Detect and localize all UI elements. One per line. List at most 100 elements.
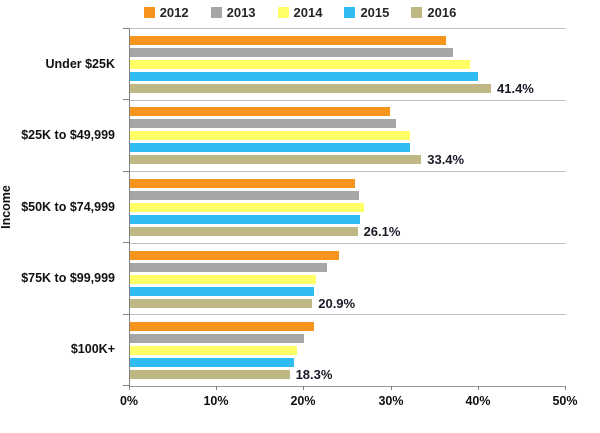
y-axis-tick (123, 171, 129, 172)
legend-item-2012: 2012 (143, 5, 189, 20)
bar-2015 (130, 71, 478, 81)
x-axis-tick-label: 10% (203, 394, 229, 408)
bar-2015 (130, 143, 410, 153)
bar-group: 18.3% (130, 315, 566, 386)
bar-row (130, 119, 566, 129)
bar-row: 20.9% (130, 295, 566, 311)
bar-2016 (130, 83, 491, 93)
bar-2016 (130, 155, 422, 165)
data-label: 26.1% (363, 223, 401, 239)
bar-group: 33.4% (130, 101, 566, 173)
bar-group: 26.1% (130, 172, 566, 244)
legend-swatch-icon (143, 6, 155, 18)
category-label: $50K to $74,999 (21, 199, 115, 214)
bar-row (130, 190, 566, 200)
bar-row (130, 262, 566, 272)
bar-row: 41.4% (130, 80, 566, 96)
bar-2014 (130, 59, 471, 69)
category-label: $25K to $49,999 (21, 128, 115, 143)
legend-item-2015: 2015 (344, 5, 389, 20)
x-axis-tick-label: 30% (378, 394, 404, 408)
legend-swatch-icon (210, 6, 222, 18)
category-axis-labels: Under $25K $25K to $49,999 $50K to $74,999… (0, 28, 122, 385)
y-axis-tick (123, 242, 129, 243)
y-axis-tick (123, 385, 129, 386)
legend-item-2014: 2014 (277, 4, 323, 20)
x-axis-tick-label: 40% (465, 394, 491, 408)
legend-label: 2015 (360, 4, 390, 20)
bar-row (130, 143, 566, 153)
bar-2016 (130, 226, 358, 236)
data-label: 20.9% (318, 295, 356, 311)
bar-2016 (130, 370, 290, 380)
plot-area: 41.4% 33.4% 26.1% 20.9% 18.3% (129, 28, 566, 387)
legend-swatch-icon (277, 6, 289, 18)
y-axis-tick (123, 99, 129, 100)
legend-swatch-icon (411, 6, 423, 18)
bar-2012 (130, 107, 390, 117)
bar-2013 (130, 47, 453, 57)
bar-2013 (130, 334, 304, 344)
bar-row (130, 274, 566, 284)
bar-row (130, 35, 566, 45)
category-label: Under $25K (45, 56, 115, 71)
bar-2014 (130, 274, 316, 284)
bar-row (130, 346, 566, 356)
bar-2014 (130, 131, 410, 141)
legend-item-2013: 2013 (210, 4, 256, 20)
bar-row (130, 47, 566, 57)
legend-label: 2014 (293, 4, 323, 20)
x-axis-tick-label: 20% (290, 394, 316, 408)
data-label: 41.4% (497, 80, 534, 96)
category-label: $75K to $99,999 (21, 270, 115, 285)
bar-2015 (130, 214, 361, 224)
bar-row: 33.4% (130, 152, 566, 168)
x-axis-tick-label: 0% (119, 394, 139, 408)
bar-row (130, 286, 566, 296)
x-axis-tick (478, 386, 479, 390)
chart-legend: 2012 2013 2014 2015 2016 (0, 2, 600, 22)
bar-row (130, 250, 566, 260)
bar-2012 (130, 35, 446, 45)
bar-2012 (130, 322, 314, 332)
bar-row (130, 107, 566, 117)
y-axis-tick (123, 28, 129, 29)
bar-row (130, 202, 566, 212)
bar-2016 (130, 298, 313, 308)
bar-row (130, 178, 566, 188)
y-axis-tick (123, 314, 129, 315)
data-label: 33.4% (427, 152, 465, 168)
bar-row (130, 59, 566, 69)
bar-2012 (130, 178, 355, 188)
category-label: $100K+ (70, 342, 115, 357)
bar-2012 (130, 250, 340, 260)
bar-2014 (130, 202, 364, 212)
bar-2015 (130, 358, 294, 368)
x-axis-tick (565, 386, 566, 390)
legend-item-2016: 2016 (411, 5, 456, 20)
bar-row (130, 334, 566, 344)
bar-group: 20.9% (130, 244, 566, 316)
bar-row: 26.1% (130, 223, 566, 239)
x-axis-tick (129, 386, 130, 390)
data-label: 18.3% (295, 367, 333, 383)
x-axis-tick (216, 386, 217, 390)
bar-row: 18.3% (130, 367, 566, 383)
bar-2013 (130, 190, 360, 200)
x-axis-tick-label: 50% (552, 394, 578, 408)
bar-row (130, 214, 566, 224)
x-axis-tick (303, 386, 304, 390)
bar-row (130, 322, 566, 332)
legend-label: 2016 (427, 4, 457, 20)
legend-label: 2013 (226, 4, 256, 20)
bar-2015 (130, 286, 314, 296)
legend-swatch-icon (344, 6, 356, 18)
bar-row (130, 358, 566, 368)
bar-2014 (130, 346, 298, 356)
bar-2013 (130, 262, 328, 272)
bar-row (130, 71, 566, 81)
bar-group: 41.4% (130, 29, 566, 101)
bar-row (130, 131, 566, 141)
bar-2013 (130, 119, 396, 129)
